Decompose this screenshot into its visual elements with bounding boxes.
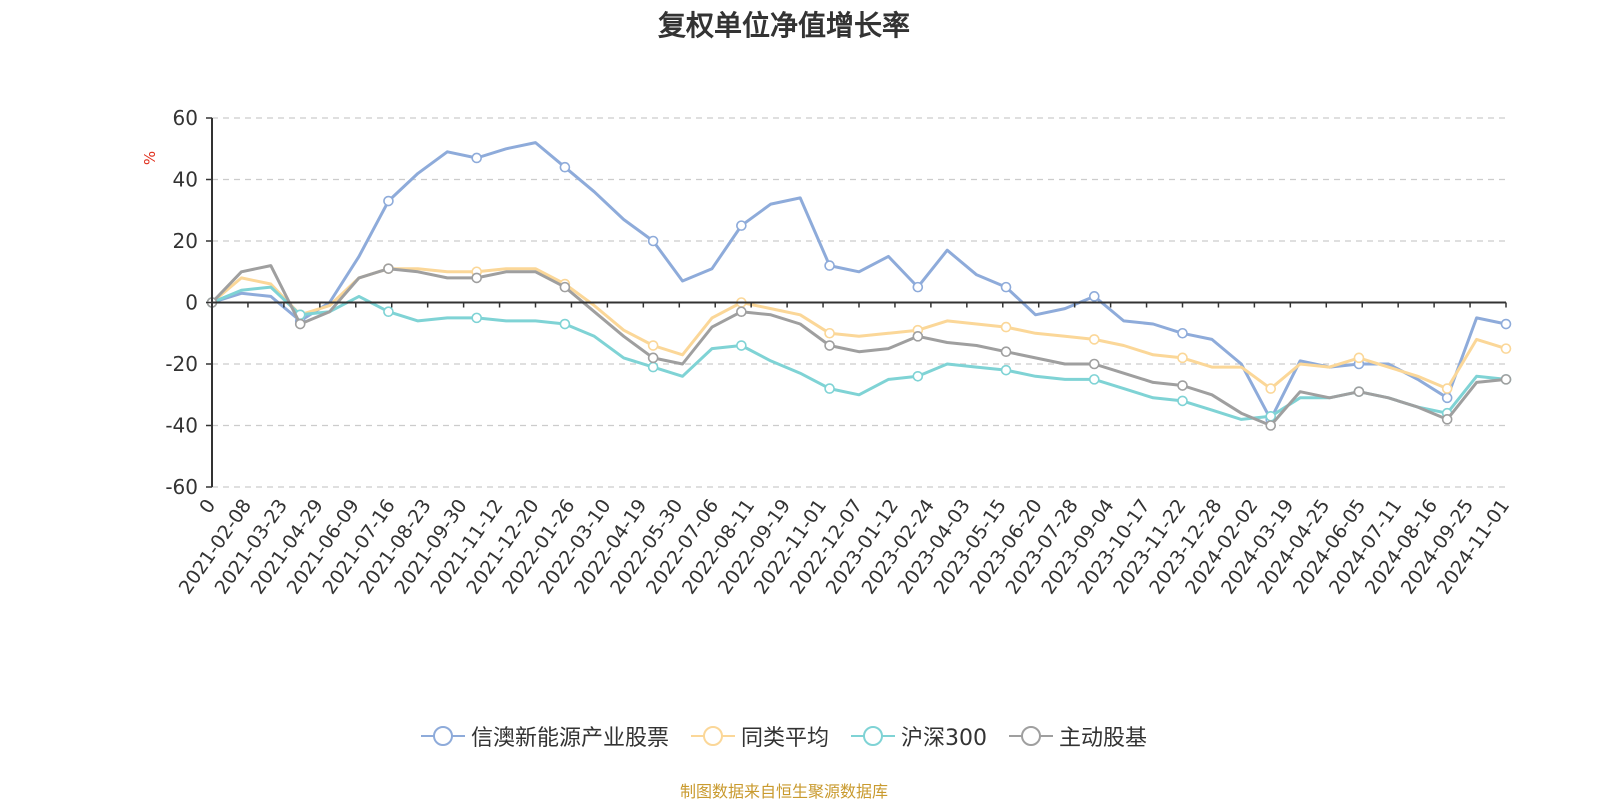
data-point <box>471 152 482 164</box>
data-point <box>647 361 659 373</box>
data-point <box>1000 321 1012 333</box>
data-point <box>1177 352 1188 364</box>
data-point <box>1353 386 1365 397</box>
data-point <box>1000 281 1012 293</box>
data-point <box>1177 380 1188 391</box>
y-axis-label: % <box>141 151 159 165</box>
data-point <box>736 340 747 351</box>
legend-label: 信澳新能源产业股票 <box>470 726 669 751</box>
data-point <box>1000 364 1012 376</box>
data-point <box>912 281 924 293</box>
data-point <box>1088 334 1100 345</box>
data-point <box>559 161 571 173</box>
data-point <box>1441 414 1453 425</box>
data-point <box>647 352 659 364</box>
y-tick-label: -20 <box>165 352 198 376</box>
data-point <box>1265 410 1277 422</box>
data-point <box>471 312 482 324</box>
data-point <box>1500 374 1512 385</box>
data-point <box>824 260 835 271</box>
y-tick-label: -60 <box>165 475 198 499</box>
data-point <box>1353 352 1365 364</box>
data-point <box>912 331 924 342</box>
data-point <box>736 306 747 318</box>
series-line <box>210 264 1508 427</box>
series-line <box>210 141 1508 421</box>
data-point <box>294 318 306 330</box>
legend-swatch-marker <box>1021 726 1041 746</box>
data-point <box>1177 327 1188 339</box>
data-point <box>912 370 924 382</box>
legend-item[interactable]: 主动股基 <box>1009 720 1147 752</box>
chart-svg: 6040200-20-40-60%02021-02-082021-03-2320… <box>141 106 1514 598</box>
data-point <box>383 195 394 207</box>
data-point <box>1265 383 1277 394</box>
data-point <box>559 318 571 330</box>
legend: 信澳新能源产业股票 同类平均 沪深300 主动股基 <box>0 720 1568 752</box>
data-point <box>1000 346 1012 358</box>
legend-label: 同类平均 <box>740 726 829 751</box>
data-point <box>1500 343 1512 354</box>
data-point <box>383 263 394 274</box>
data-point <box>824 340 835 351</box>
data-point <box>647 340 659 351</box>
legend-swatch <box>690 726 735 746</box>
grid-layer <box>212 117 1506 488</box>
data-point <box>1441 392 1453 404</box>
y-tick-label: 0 <box>185 291 198 315</box>
legend-item[interactable]: 信澳新能源产业股票 <box>420 720 669 752</box>
legend-swatch-marker <box>432 726 453 746</box>
data-point <box>824 327 835 339</box>
data-point <box>471 272 482 284</box>
data-point <box>1088 291 1100 302</box>
legend-label: 主动股基 <box>1059 726 1148 751</box>
data-point <box>559 281 571 293</box>
data-point <box>736 220 747 231</box>
y-tick-label: -40 <box>165 414 198 438</box>
series-layer <box>206 141 1512 431</box>
data-point <box>1088 374 1100 385</box>
legend-swatch-marker <box>702 726 723 746</box>
legend-swatch <box>851 726 895 746</box>
data-point <box>1500 318 1512 330</box>
legend-item[interactable]: 同类平均 <box>690 720 829 752</box>
legend-item[interactable]: 沪深300 <box>851 720 987 752</box>
data-point <box>1177 395 1188 407</box>
x-tick-label: 0 <box>195 495 220 518</box>
data-point <box>824 383 835 394</box>
y-tick-label: 60 <box>173 106 198 130</box>
legend-swatch <box>1009 726 1053 746</box>
y-tick-label: 20 <box>173 229 198 253</box>
data-point <box>1441 383 1453 394</box>
chart-source: 制图数据来自恒生聚源数据库 <box>679 782 888 801</box>
series-line <box>210 267 1508 391</box>
data-point <box>647 235 659 247</box>
legend-swatch <box>420 726 465 746</box>
y-tick-label: 40 <box>173 168 198 192</box>
legend-label: 沪深300 <box>901 726 987 751</box>
legend-swatch-marker <box>863 726 883 746</box>
data-point <box>383 306 394 318</box>
data-point <box>1088 358 1100 370</box>
chart-title: 复权单位净值增长率 <box>657 9 910 42</box>
data-point <box>1265 420 1277 431</box>
